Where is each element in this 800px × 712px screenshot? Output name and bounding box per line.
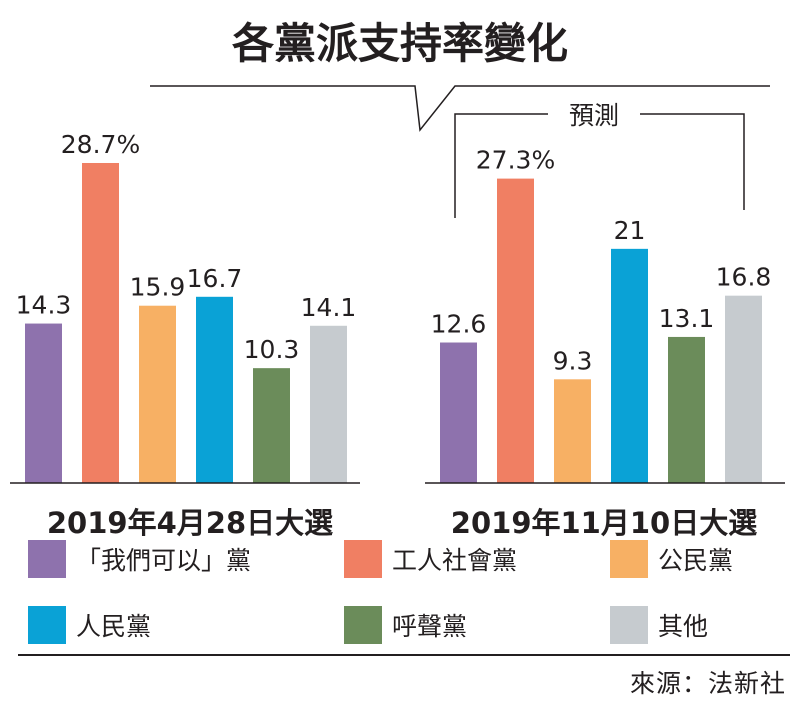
legend-swatch [610,540,648,578]
bar-value-label: 14.3 [16,291,72,320]
legend-label: 公民黨 [658,546,734,575]
bar-value-label: 9.3 [553,346,593,375]
prediction-bracket [454,113,548,218]
legend: 「我們可以」黨 工人社會黨 公民黨 人民黨 呼聲黨 其他 [0,540,800,650]
panel-april: 14.3 28.7% 15.9 16.7 10.314.1 2019年4月28日大選 [10,130,360,540]
legend-label: 工人社會黨 [392,546,518,575]
legend-label: 人民黨 [76,612,152,641]
panel-november: 12.6 27.3% 9.3 21 13.116.8 2019年11月10日大選 [425,146,785,540]
bar-value-label: 14.1 [301,293,357,322]
legend-item-vox: 呼聲黨 [344,606,467,644]
chart-title: 各黨派支持率變化 [232,19,568,68]
panel-title: 2019年11月10日大選 [451,506,757,540]
legend-item-pp: 人民黨 [28,606,151,644]
title-bubble-line [150,85,770,132]
bar-value-label: 13.1 [659,304,715,333]
bar-april-3 [196,296,233,483]
legend-swatch [610,606,648,644]
bar-april-5 [310,325,347,483]
source-note: 來源：法新社 [629,669,786,698]
legend-swatch [344,540,382,578]
legend-item-podemos: 「我們可以」黨 [28,540,251,578]
bottom-divider [18,654,790,656]
bar-november-2 [554,379,591,483]
bar-april-0 [25,323,62,483]
bar-value-label: 27.3% [476,146,555,175]
bar-value-label: 12.6 [431,310,487,339]
legend-swatch [28,540,66,578]
bar-november-1 [497,178,534,484]
legend-label: 呼聲黨 [392,612,468,641]
prediction-bracket-right [640,113,745,210]
bar-november-0 [440,342,477,483]
bar-value-label: 28.7% [61,130,140,159]
legend-label: 「我們可以」黨 [76,546,252,575]
bar-april-1 [82,162,119,483]
bar-value-label: 16.7 [187,264,243,293]
legend-item-others: 其他 [610,606,708,644]
bar-april-4 [253,368,290,483]
bar-november-5 [725,295,762,483]
legend-swatch [344,606,382,644]
bar-value-label: 15.9 [130,273,186,302]
panel-title: 2019年4月28日大選 [47,506,333,540]
prediction-label: 預測 [569,101,619,130]
bar-november-3 [611,248,648,483]
bar-value-label: 16.8 [716,263,772,292]
bar-april-2 [139,305,176,483]
bar-value-label: 21 [614,216,646,245]
bar-value-label: 10.3 [244,335,300,364]
legend-label: 其他 [658,612,709,641]
legend-item-ciudadanos: 公民黨 [610,540,733,578]
legend-swatch [28,606,66,644]
bar-november-4 [668,336,705,483]
legend-item-psoe: 工人社會黨 [344,540,517,578]
